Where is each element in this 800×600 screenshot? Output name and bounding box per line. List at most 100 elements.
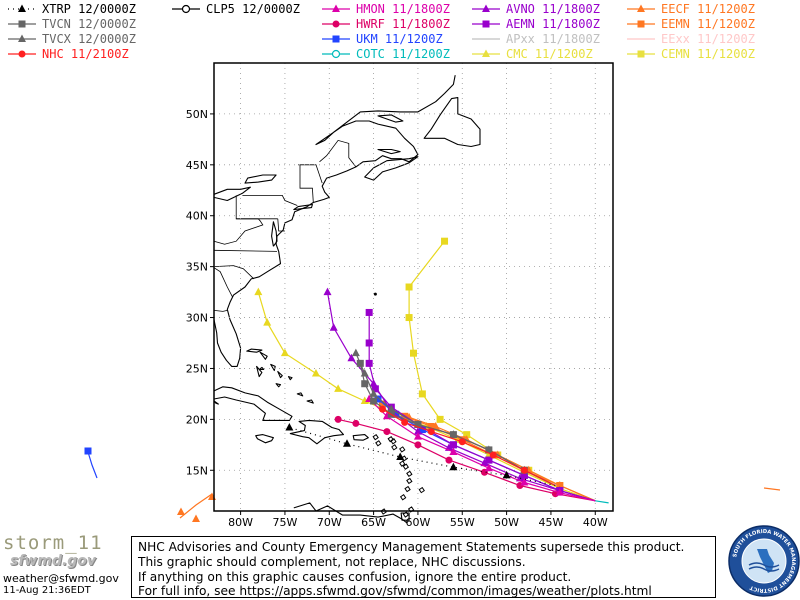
legend-label: CMC 11/1200Z (506, 47, 593, 61)
track-point-marker (427, 428, 435, 436)
legend-swatch (627, 38, 655, 40)
lesser-antilles-island (399, 446, 406, 453)
legend-marker-icon (18, 20, 26, 28)
coastline (213, 75, 481, 524)
state-border-de-md (277, 218, 285, 232)
track-point-marker (445, 456, 453, 464)
state-border-nc-sc (213, 265, 255, 280)
legend-swatch (472, 4, 500, 12)
lon-label: 60W (405, 516, 430, 529)
model-tracks (84, 237, 781, 522)
state-border-va-nc (213, 249, 278, 252)
legend-label: EECF 11/1200Z (661, 2, 755, 16)
disclaimer-line-1: NHC Advisories and County Emergency Mana… (138, 540, 685, 554)
track-point-marker (351, 348, 360, 357)
track-point-marker (405, 314, 413, 322)
track-point-marker (413, 427, 422, 435)
track-point-marker (410, 349, 417, 357)
disclaimer-line-4[interactable]: For full info, see https://apps.sfwmd.go… (138, 584, 652, 599)
long-island (293, 203, 313, 211)
track-tvcn (356, 359, 556, 487)
lat-label: 15N (186, 464, 208, 477)
track-aemn (365, 308, 596, 502)
legend-swatch (627, 4, 655, 12)
state-border-me (319, 139, 357, 168)
track-point-marker (369, 379, 378, 387)
sfwmd-seal-icon: SOUTH FLORIDA WATER MANAGEMENT DISTRICT (728, 525, 800, 597)
track-point-marker (192, 514, 200, 522)
track-point-marker (343, 439, 351, 447)
track-point-marker (520, 477, 529, 486)
legend-swatch (8, 50, 36, 58)
sfwmd-logo: sfwmd.gov (10, 553, 97, 569)
jamaica (255, 434, 274, 444)
track-point-marker (352, 419, 360, 427)
legend-swatch (627, 20, 655, 28)
track-point-marker (329, 323, 338, 331)
trinidad (400, 512, 410, 521)
lesser-antilles-island (400, 455, 408, 462)
lesser-antilles-island (380, 508, 387, 515)
legend-label: AEMN 11/1800Z (506, 17, 600, 31)
track-point-marker (347, 353, 356, 362)
lesser-antilles-island (399, 460, 406, 467)
track-point-marker (502, 470, 511, 479)
disclaimer-box: NHC Advisories and County Emergency Mana… (131, 536, 716, 598)
track-point-marker (449, 431, 457, 439)
track-point-marker (365, 339, 373, 347)
hispaniola (289, 419, 345, 445)
track-point-marker (449, 441, 457, 449)
contact-email[interactable]: weather@sfwmd.gov (3, 572, 119, 585)
track-point-marker (436, 415, 444, 423)
track-point-marker (485, 456, 493, 464)
track-point-marker (254, 287, 263, 296)
bahamas-island (306, 399, 314, 404)
state-border-vt-ma (299, 164, 314, 203)
track-point-marker (334, 415, 342, 423)
lon-label: 80W (228, 516, 253, 529)
legend-marker-icon (637, 50, 645, 58)
legend-swatch (8, 34, 36, 42)
track-point-marker (418, 426, 426, 434)
track-line (326, 291, 596, 502)
track-line (595, 500, 609, 504)
legend-label: HWRF 11/1800Z (356, 17, 450, 31)
lesser-antilles-island (390, 438, 397, 445)
legend-marker-icon (332, 20, 340, 28)
track-point-marker (378, 400, 386, 408)
lon-label: 45W (538, 516, 563, 529)
south-america-coast (293, 502, 408, 524)
track-cotc (595, 500, 609, 504)
track-point-marker (356, 359, 364, 367)
map-frame (213, 62, 614, 512)
newfoundland (423, 97, 481, 148)
legend-label: TVCX 12/0000Z (42, 32, 136, 46)
legend-marker-icon (482, 4, 490, 12)
legend-label: AVNO 11/1800Z (506, 2, 600, 16)
track-line (368, 398, 596, 502)
track-point-marker (427, 422, 435, 430)
legend-swatch (8, 4, 36, 12)
lesser-antilles-island (406, 470, 413, 478)
track-point-marker (361, 380, 369, 388)
disclaimer-line-3: If anything on this graphic causes confu… (138, 569, 572, 584)
legend-marker-icon (18, 50, 26, 58)
track-point-marker (520, 471, 528, 479)
track-point-marker (383, 428, 391, 436)
track-point-marker (555, 488, 564, 496)
track-line (289, 426, 556, 487)
track-point-marker (280, 348, 289, 357)
track-xtrp (285, 423, 556, 487)
track-point-marker (370, 397, 378, 405)
legend-label: EExx 11/1200Z (661, 32, 755, 46)
track-point-marker (263, 318, 272, 326)
bahamas-island (259, 351, 268, 360)
chesapeake-bay (271, 221, 278, 247)
track-point-marker (374, 395, 382, 403)
legend-marker-icon (637, 4, 645, 12)
legend-swatch (322, 35, 350, 43)
lake-erie (213, 186, 251, 202)
bahamas-island (277, 370, 283, 379)
lat-label: 35N (186, 261, 208, 274)
track-point-marker (458, 438, 466, 446)
